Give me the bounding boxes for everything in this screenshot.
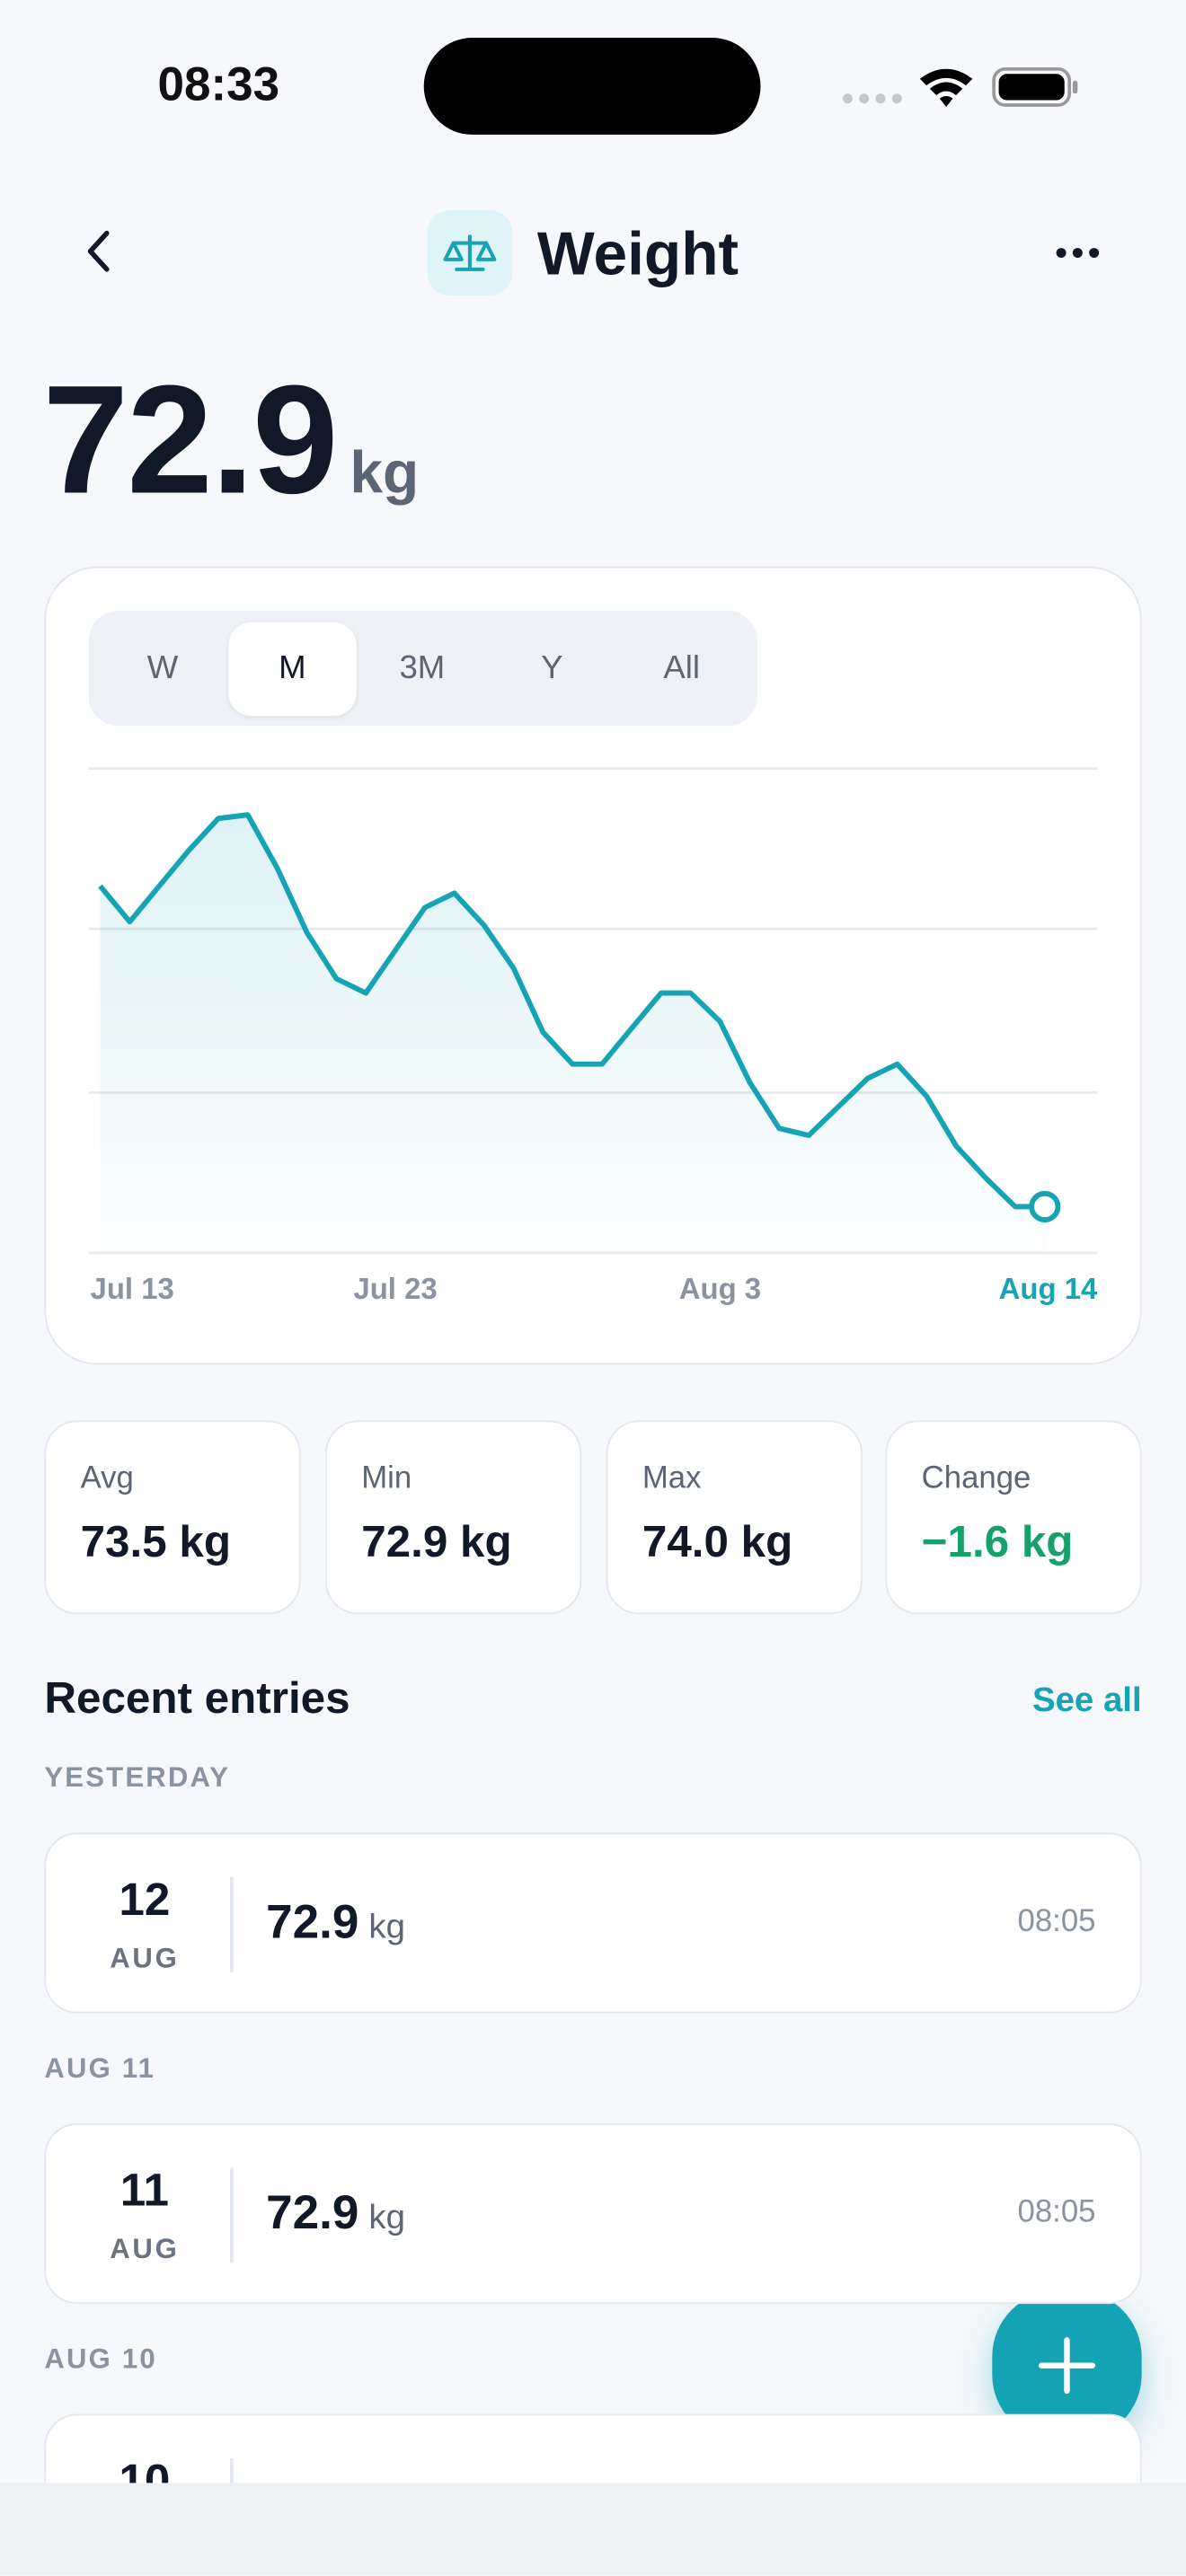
- stat-label: Change: [921, 1461, 1031, 1496]
- x-tick-label: Aug 14: [998, 1271, 1097, 1304]
- current-value: 72.9: [42, 353, 339, 526]
- range-tab[interactable]: 3M: [399, 650, 446, 687]
- more-button[interactable]: [1045, 230, 1111, 276]
- chart: Jul 13 Jul 23 Aug 3 Aug 14: [87, 766, 1097, 1304]
- range-tab[interactable]: W: [146, 650, 179, 687]
- stat-value: 74.0 kg: [642, 1517, 793, 1567]
- see-all-link[interactable]: See all: [1031, 1681, 1142, 1720]
- entry-card[interactable]: 12 AUG 72.9 kg 08:05: [44, 1832, 1142, 2014]
- area-fill: [99, 814, 1044, 1253]
- stat-card: Change −1.6 kg: [885, 1420, 1142, 1615]
- current-unit: kg: [350, 438, 420, 507]
- entry-number: 72.9: [266, 1896, 359, 1950]
- entry-time: 08:05: [1017, 2195, 1096, 2230]
- entry-value: 72.9 kg: [266, 2187, 405, 2241]
- stat-label: Avg: [80, 1461, 134, 1496]
- x-tick-label: Aug 3: [678, 1271, 760, 1304]
- entry-card[interactable]: 10: [44, 2413, 1142, 2483]
- back-button[interactable]: [72, 224, 125, 279]
- weight-icon: [427, 210, 513, 296]
- last-point: [1028, 1189, 1060, 1222]
- screen: 08:33 Weight 72.9 kg Jul 13 Jul 23 Aug 3 Aug…: [42, 38, 1142, 2483]
- entry-divider: [229, 1876, 233, 1972]
- entry-divider: [229, 2167, 233, 2263]
- weight-line: [97, 811, 1044, 1209]
- section-title: Recent entries: [44, 1673, 350, 1723]
- stat-label: Min: [361, 1461, 412, 1496]
- entry-day: 10: [119, 2455, 171, 2483]
- entry-month: AUG: [110, 1942, 180, 1974]
- stat-label: Max: [642, 1461, 702, 1496]
- status-time: 08:33: [157, 58, 280, 112]
- entry-time: 08:05: [1017, 1904, 1096, 1940]
- entry-unit: kg: [368, 1908, 405, 1946]
- group-heading: AUG 10: [44, 2342, 157, 2375]
- group-heading: AUG 11: [44, 2052, 156, 2085]
- entry-day: 12: [119, 1874, 171, 1925]
- entry-day: 11: [119, 2164, 169, 2216]
- entry-divider: [229, 2457, 233, 2483]
- entry-unit: kg: [368, 2199, 405, 2237]
- entry-card[interactable]: 11 AUG 72.9 kg 08:05: [44, 2122, 1142, 2305]
- range-tab[interactable]: All: [663, 650, 701, 687]
- stat-value: −1.6 kg: [921, 1517, 1074, 1567]
- group-heading: YESTERDAY: [44, 1761, 231, 1794]
- page-title: Weight: [536, 219, 739, 287]
- dynamic-island: [423, 38, 761, 135]
- entry-value: 72.9 kg: [266, 1897, 405, 1951]
- x-tick-label: Jul 23: [353, 1271, 437, 1304]
- range-tab[interactable]: Y: [541, 650, 563, 687]
- stat-card: Min 72.9 kg: [325, 1420, 582, 1615]
- stat-value: 72.9 kg: [361, 1517, 512, 1567]
- status-icons: [842, 66, 1078, 107]
- stat-card: Avg 73.5 kg: [44, 1420, 301, 1615]
- x-tick-label: Jul 13: [90, 1271, 173, 1304]
- entry-month: AUG: [110, 2233, 180, 2265]
- range-tab[interactable]: M: [228, 622, 357, 717]
- range-tabs: [88, 611, 757, 727]
- stat-card: Max 74.0 kg: [606, 1420, 863, 1615]
- entry-number: 72.9: [266, 2187, 359, 2240]
- current-weight: 72.9 kg: [43, 351, 420, 528]
- stat-value: 73.5 kg: [80, 1517, 231, 1567]
